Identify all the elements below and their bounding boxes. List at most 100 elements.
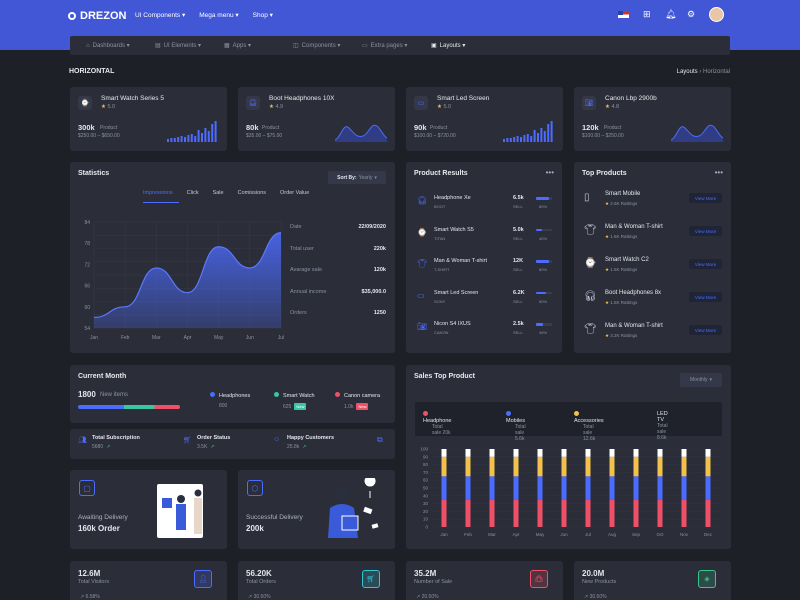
month-item: Smart Watch	[274, 392, 315, 399]
product-card[interactable]: ⌚ Smart Watch Series 5 ★ 5.0 300k Product $25…	[70, 87, 227, 151]
apps-grid-icon[interactable]: ⊞	[643, 9, 651, 19]
legend-dot	[210, 392, 215, 397]
sales-legend-item: LED TV Total sale 8.6k	[657, 411, 668, 441]
y-tick-label: 70	[423, 470, 429, 475]
spark-bar	[211, 124, 214, 142]
view-more-button[interactable]: View More	[689, 259, 722, 269]
more-menu-icon[interactable]: •••	[714, 168, 723, 177]
trend-up-icon: ↗	[302, 444, 307, 450]
view-more-button[interactable]: View More	[689, 193, 722, 203]
nav-layouts[interactable]: ▣ Layouts ▾	[431, 43, 466, 49]
top-product-rating: ★ 2.5K Rattings	[605, 201, 638, 206]
spark-area	[671, 125, 723, 142]
summary-card: 👥︎ Total Subscription 5680 ↗ 🛒︎ Order Status 3…	[70, 429, 395, 459]
result-pct: 80%	[539, 267, 548, 272]
bell-icon[interactable]: 🔔︎	[665, 9, 677, 19]
y-tick-label: 40	[423, 493, 429, 498]
cart-icon: 🛒︎	[183, 437, 192, 444]
result-row[interactable]: 📷︎ Nicon S4 IXUS CANON 2.5k SELL 45%	[414, 317, 554, 341]
trend-up-icon: ↗	[584, 594, 590, 600]
tab-impressions[interactable]: Impressions	[143, 190, 173, 196]
result-row[interactable]: ⌚ Smart Watch S5 TITAN 5.0k SELL 40%	[414, 223, 554, 247]
x-tick-label: Dec	[704, 532, 713, 537]
menu-ui-components[interactable]: UI Components ▾	[135, 12, 186, 19]
tab-comissions[interactable]: Comissions	[237, 190, 267, 196]
product-count-label: Product	[430, 125, 448, 131]
avatar[interactable]	[709, 7, 724, 22]
sales-stacked-bar-chart: 0 10 20 30 40 50 60 70 80 90 100 Jan Feb Mar Apr May Jun…	[420, 447, 720, 537]
bar-segment	[441, 456, 447, 477]
tab-order-value[interactable]: Order Value	[280, 190, 310, 196]
result-brand: BOOT	[434, 204, 446, 209]
result-row[interactable]: 👕︎ Man & Woman T-shirt T-SHIRT 12K SELL 80%	[414, 254, 554, 278]
result-name: Man & Woman T-shirt	[434, 258, 487, 264]
menu-mega[interactable]: Mega menu ▾	[199, 12, 239, 19]
menu-shop[interactable]: Shop ▾	[252, 12, 273, 19]
x-tick-label: Jul	[585, 532, 591, 537]
bar-segment	[513, 476, 519, 500]
result-sub: SELL	[513, 267, 523, 272]
result-row[interactable]: 🎧︎ Headphone Xe BOOT 6.5k SELL 80%	[414, 191, 554, 215]
product-rating: ★ 4.8	[605, 104, 620, 110]
sparkline	[335, 124, 387, 142]
bar-segment	[489, 449, 495, 457]
star-icon: ★	[269, 104, 276, 110]
sparkline	[503, 121, 553, 142]
bar-segment	[657, 476, 663, 500]
bar-segment	[513, 449, 519, 457]
breadcrumb-parent[interactable]: Layouts	[676, 69, 698, 75]
nav-components[interactable]: ◫ Components ▾	[293, 43, 341, 49]
sort-select[interactable]: Sort By: Yearly ▾	[328, 171, 386, 184]
product-card[interactable]: ▭ Smart Led Screen ★ 5.0 90k Product $100.00 …	[406, 87, 563, 151]
spark-bar	[550, 121, 553, 142]
brand-logo[interactable]: DREZON	[68, 10, 126, 22]
nav-apps[interactable]: ▦ Apps ▾	[224, 43, 252, 49]
detail-label: Total user	[290, 245, 314, 252]
more-menu-icon[interactable]: •••	[545, 168, 554, 177]
result-progress-fill	[536, 228, 543, 231]
product-card[interactable]: 📷︎ Canon Lbp 2900b ★ 4.8 120k Product $100.00…	[574, 87, 731, 151]
price-range: $100.00 – $720.00	[414, 133, 456, 139]
star-icon: ★	[437, 104, 444, 110]
nav-extra-pages[interactable]: ▭ Extra pages ▾	[362, 43, 408, 49]
star-icon: ★	[605, 267, 611, 272]
result-row[interactable]: ▭ Smart Led Screen SONY 6.2K SELL 60%	[414, 286, 554, 310]
legend-dot	[574, 411, 579, 416]
bar-segment	[561, 476, 567, 500]
result-progress-fill	[536, 260, 549, 263]
trend-up-icon: ↗	[80, 594, 86, 600]
y-tick-label: 84	[84, 220, 90, 226]
summary-value: 3.5K	[197, 444, 208, 450]
result-value: 5.0k	[513, 226, 524, 233]
watch-icon: ⌚	[417, 227, 427, 237]
export-icon[interactable]: ⧉	[377, 435, 383, 444]
nav-ui-elements[interactable]: ▤ UI Elements ▾	[155, 43, 202, 49]
tab-sale[interactable]: Sale	[212, 190, 224, 196]
product-name: Smart Led Screen	[437, 95, 490, 102]
product-card[interactable]: 🎧︎ Boot Headphones 10X ★ 4.9 80k Product $35.…	[238, 87, 395, 151]
x-tick-label: Feb	[464, 532, 472, 537]
stat-card: 56.20K Total Orders 🛒︎ ↗ 30.50%	[238, 561, 395, 600]
tshirt-icon: 👕︎	[584, 225, 597, 236]
detail-value: $35,000.0	[361, 288, 386, 295]
gear-icon[interactable]: ⚙	[687, 9, 696, 19]
view-more-button[interactable]: View More	[689, 325, 722, 335]
spark-area	[335, 125, 387, 142]
sales-legend-item: Accessories Total sale 12.6k	[574, 411, 604, 442]
tab-click[interactable]: Click	[186, 190, 199, 196]
result-progress	[536, 197, 552, 200]
period-select[interactable]: Monthly ▾	[680, 373, 722, 387]
legend-sub: Total sale 20k	[432, 424, 451, 436]
price-range: $250.00 – $650.00	[78, 133, 120, 139]
view-more-button[interactable]: View More	[689, 292, 722, 302]
nav-dashboards[interactable]: ⌂ Dashboards ▾	[86, 42, 130, 50]
detail-value: 1250	[373, 310, 386, 316]
view-more-button[interactable]: View More	[689, 226, 722, 236]
bar-segment	[633, 476, 639, 500]
y-tick-label: 50	[423, 486, 429, 491]
result-sub: SELL	[513, 298, 523, 304]
us-flag-icon[interactable]	[618, 11, 629, 18]
sales-legend-panel	[415, 402, 722, 436]
spark-bar	[503, 139, 505, 142]
x-tick-label: Mar	[152, 335, 161, 341]
